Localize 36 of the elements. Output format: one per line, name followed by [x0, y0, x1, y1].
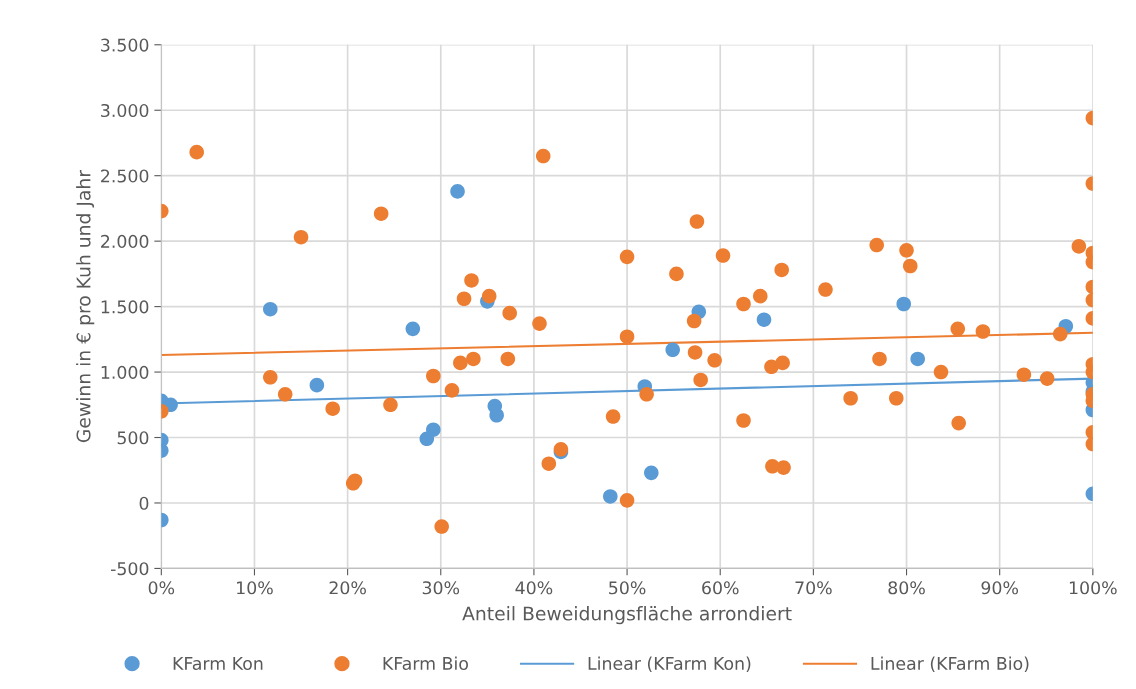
legend-label: KFarm Kon [173, 657, 263, 671]
point [426, 422, 441, 437]
y-tick-label: 3.500 [101, 38, 149, 52]
legend-label: Linear (KFarm Kon) [588, 656, 751, 673]
y-tick-label: 1.000 [101, 365, 149, 379]
x-tick-label: 70% [795, 581, 832, 595]
point [644, 465, 659, 481]
point [603, 489, 618, 504]
x-tick-label: 30% [422, 581, 460, 595]
y-tick-label: 0 [139, 496, 149, 510]
x-tick-label: 10% [237, 581, 273, 595]
y-tick-label: 1.500 [101, 300, 149, 314]
legend-label: KFarm Bio [383, 656, 468, 671]
x-tick-label: 40% [515, 581, 553, 595]
x-tick-label: 0% [148, 581, 175, 595]
y-tick-label: 3.000 [101, 103, 149, 118]
point [489, 407, 504, 423]
y-axis-title: Gewinn in € pro Kuh und Jahr [76, 169, 95, 443]
x-tick-label: 100% [1069, 581, 1117, 595]
point [263, 301, 278, 317]
x-axis-title: Anteil Beweidungsfläche arrondiert [462, 606, 792, 625]
point [665, 342, 680, 358]
x-tick-label: 20% [329, 581, 366, 595]
point [309, 377, 325, 393]
y-tick-label: 2.500 [101, 169, 149, 183]
point [450, 184, 465, 199]
point [405, 321, 421, 337]
x-tick-label: 90% [981, 581, 1019, 595]
point [756, 312, 772, 327]
y-tick-label: -500 [110, 562, 149, 576]
legend-label: Linear (KFarm Bio) [871, 656, 1029, 673]
x-tick-label: 60% [702, 581, 739, 595]
y-tick-label: 2.000 [101, 234, 149, 248]
y-tick-label: 500 [117, 431, 149, 445]
x-tick-label: 80% [888, 581, 925, 595]
x-tick-label: 50% [609, 581, 646, 595]
